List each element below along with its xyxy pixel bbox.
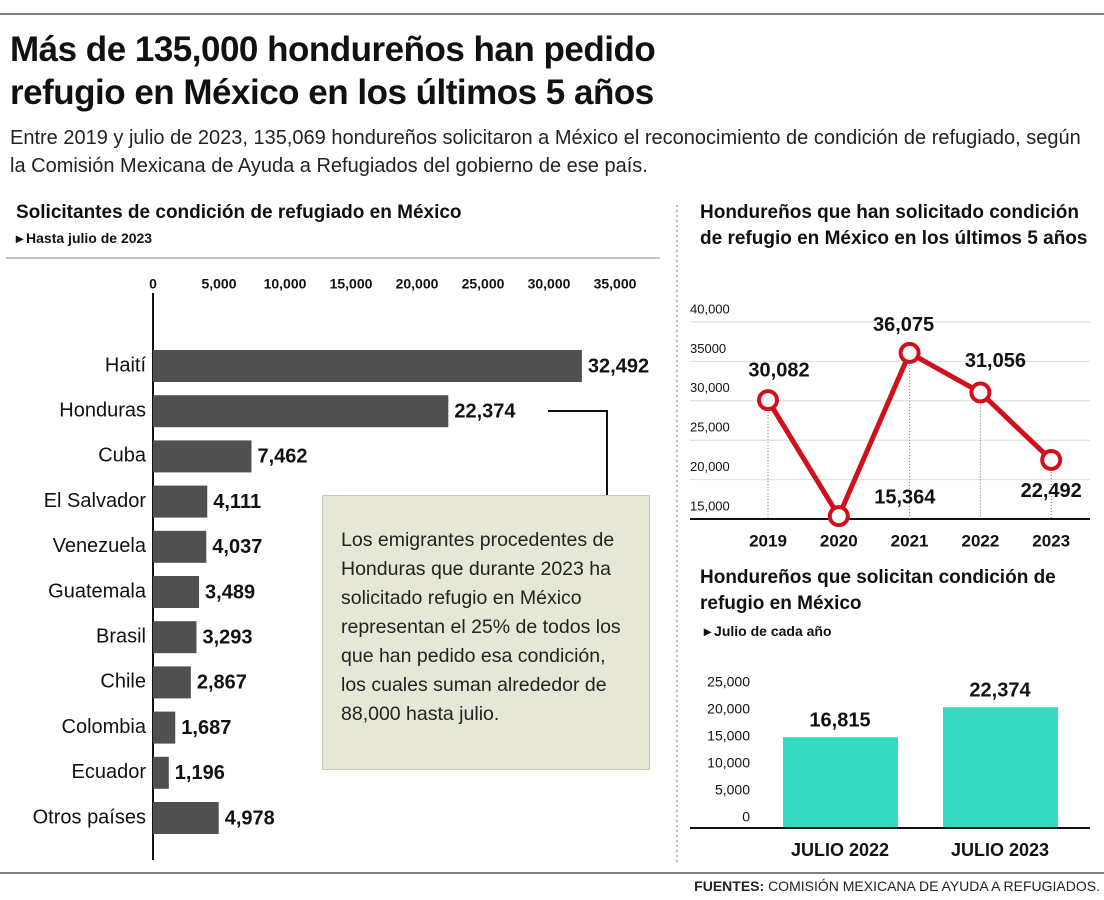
title: Más de 135,000 hondureños han pedido ref…	[10, 30, 656, 112]
point	[969, 381, 992, 404]
y-tick-label: 25,000	[707, 674, 750, 690]
chart-subtitle: Hasta julio de 2023	[16, 230, 152, 247]
value-label: 1,196	[175, 762, 225, 784]
bar	[153, 440, 252, 473]
value-label: 15,364	[874, 486, 936, 508]
category-label: Otros países	[33, 806, 146, 828]
category-label: El Salvador	[44, 490, 147, 512]
x-tick-label: 2020	[820, 531, 858, 550]
chart-title: Hondureños que han solicitado condición …	[700, 202, 1088, 249]
value-label: 3,293	[202, 626, 252, 648]
x-tick-label: 2022	[961, 531, 999, 550]
bar	[943, 707, 1058, 828]
x-tick-label: 25,000	[462, 276, 505, 292]
y-tick-label: 0	[742, 809, 750, 825]
bar	[153, 485, 208, 518]
subtitle-text: Julio de cada año	[714, 623, 832, 639]
category-label: Colombia	[62, 716, 147, 738]
category-label: Guatemala	[48, 580, 147, 602]
bar	[153, 350, 582, 382]
value-label: 22,374	[969, 679, 1031, 701]
source-label: FUENTES:	[694, 878, 765, 894]
category-label: Brasil	[96, 625, 146, 647]
annotation: Los emigrantes procedentes de Honduras q…	[322, 495, 650, 770]
value-label: 22,374	[454, 400, 516, 422]
x-tick-label: 20,000	[396, 276, 439, 292]
value-label: 22,492	[1021, 480, 1082, 502]
point	[757, 389, 779, 412]
point	[827, 505, 850, 528]
chart-title: Hondureños que solicitan condición de re…	[700, 567, 1056, 614]
value-label: 16,815	[809, 709, 870, 731]
x-tick-label: 2019	[749, 531, 787, 550]
value-label: 4,037	[212, 536, 262, 558]
category-label: Chile	[100, 671, 146, 693]
bar	[153, 530, 207, 563]
x-tick-label: 30,000	[528, 276, 571, 292]
x-tick-label: 15,000	[330, 276, 373, 292]
bar	[153, 666, 191, 699]
x-tick-label: 2021	[891, 531, 929, 550]
x-tick-label: 2023	[1032, 531, 1070, 550]
category-label: Ecuador	[72, 761, 147, 783]
source: FUENTES: COMISIÓN MEXICANA DE AYUDA A RE…	[694, 878, 1100, 894]
value-label: 4,111	[213, 491, 261, 513]
x-tick-label: JULIO 2022	[791, 840, 889, 860]
y-tick-label: 40,000	[690, 301, 730, 316]
bar	[153, 621, 197, 654]
y-tick-label: 15,000	[690, 498, 730, 513]
bar	[153, 711, 176, 744]
x-tick-label: 35,000	[594, 276, 637, 292]
category-label: Haití	[105, 354, 147, 376]
y-tick-label: 20,000	[707, 701, 750, 717]
source-text: COMISIÓN MEXICANA DE AYUDA A REFUGIADOS.	[768, 878, 1100, 894]
category-label: Honduras	[59, 399, 146, 421]
category-label: Cuba	[98, 445, 147, 467]
x-tick-label: 0	[149, 276, 157, 292]
y-tick-label: 10,000	[707, 755, 750, 771]
bar	[153, 802, 219, 834]
category-label: Venezuela	[53, 535, 147, 557]
chart-title: Solicitantes de condición de refugiado e…	[16, 202, 462, 223]
bar	[153, 576, 200, 608]
y-tick-label: 30,000	[690, 380, 730, 395]
y-tick-label: 15,000	[707, 728, 750, 744]
value-label: 7,462	[257, 446, 307, 468]
value-label: 4,978	[225, 807, 275, 829]
value-label: 1,687	[181, 717, 231, 739]
x-tick-label: 5,000	[201, 276, 236, 292]
y-tick-label: 25,000	[690, 420, 730, 435]
subtitle-text: Hasta julio de 2023	[26, 230, 153, 246]
value-label: 36,075	[873, 314, 934, 336]
x-tick-label: 10,000	[264, 276, 307, 292]
connector	[548, 410, 608, 495]
point	[898, 341, 921, 364]
value-label: 30,082	[748, 359, 809, 381]
y-tick-label: 20,000	[690, 459, 730, 474]
bar	[153, 395, 449, 428]
bar	[153, 756, 169, 789]
y-tick-label: 5,000	[715, 782, 750, 798]
bar	[783, 737, 898, 828]
chart-subtitle: Julio de cada año	[704, 623, 832, 640]
value-label: 3,489	[205, 581, 255, 603]
y-tick-label: 35000	[690, 341, 726, 356]
x-tick-label: JULIO 2023	[951, 840, 1049, 860]
value-label: 32,492	[588, 355, 649, 377]
value-label: 2,867	[197, 672, 247, 694]
point	[1040, 448, 1063, 471]
subtitle: Entre 2019 y julio de 2023, 135,069 hond…	[10, 127, 1081, 177]
value-label: 31,056	[965, 350, 1026, 372]
